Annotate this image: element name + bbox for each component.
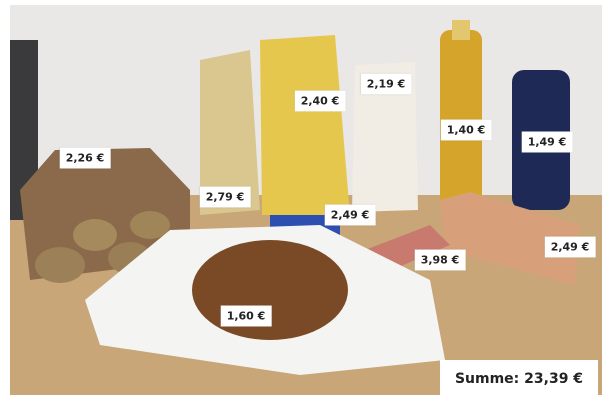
price-tag: 1,60 € — [221, 306, 272, 327]
page: {"price_tags": ["2,26 €", "2,79 €", "2,4… — [0, 0, 606, 401]
price-tag: 2,26 € — [60, 148, 111, 169]
price-tag: 2,49 € — [325, 205, 376, 226]
potato — [35, 247, 85, 283]
screen: 2,26 € 2,79 € 2,40 € 2,19 € 1,40 € 1,49 … — [0, 0, 606, 401]
pasta-bag — [260, 35, 350, 215]
potato — [73, 219, 117, 251]
total-box: Summe: 23,39 € — [440, 360, 598, 398]
price-tag: 1,49 € — [522, 132, 573, 153]
potato — [130, 211, 170, 239]
price-tag: 2,49 € — [545, 237, 596, 258]
price-tag: 3,98 € — [415, 250, 466, 271]
price-tag: 2,40 € — [295, 91, 346, 112]
price-tag: 2,19 € — [361, 74, 412, 95]
price-tag: 2,79 € — [200, 187, 251, 208]
price-tag: 1,40 € — [441, 120, 492, 141]
bottle-neck — [452, 20, 470, 40]
photo — [0, 0, 606, 401]
